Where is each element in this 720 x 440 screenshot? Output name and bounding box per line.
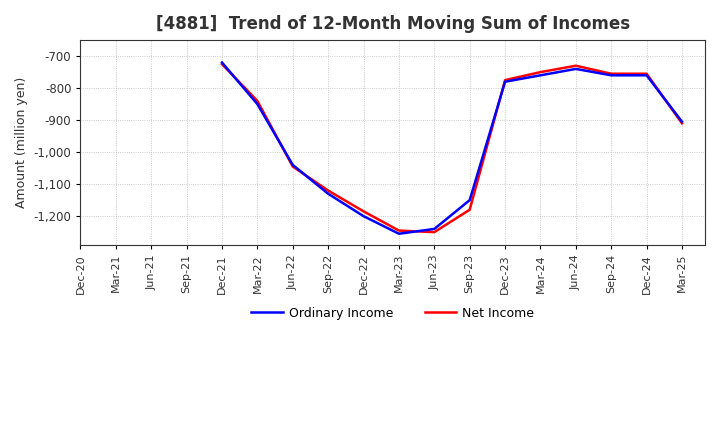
Net Income [678,121,686,126]
Legend: Ordinary Income, Net Income: Ordinary Income, Net Income [246,302,539,325]
Net Income [607,71,616,77]
Ordinary Income [253,102,261,107]
Net Income [500,77,509,83]
Ordinary Income [536,73,545,78]
Ordinary Income [607,73,616,78]
Ordinary Income [465,198,474,203]
Y-axis label: Amount (million yen): Amount (million yen) [15,77,28,208]
Ordinary Income [324,191,333,196]
Net Income [253,98,261,103]
Ordinary Income [642,73,651,78]
Ordinary Income [430,226,438,231]
Title: [4881]  Trend of 12-Month Moving Sum of Incomes: [4881] Trend of 12-Month Moving Sum of I… [156,15,630,33]
Net Income [430,230,438,235]
Ordinary Income [359,213,368,219]
Net Income [289,164,297,169]
Ordinary Income [678,119,686,125]
Net Income [324,188,333,193]
Net Income [536,70,545,75]
Net Income [465,207,474,213]
Ordinary Income [572,66,580,72]
Line: Ordinary Income: Ordinary Income [222,62,682,234]
Ordinary Income [217,60,226,65]
Ordinary Income [395,231,403,236]
Ordinary Income [500,79,509,84]
Net Income [359,209,368,214]
Net Income [217,62,226,67]
Net Income [572,63,580,68]
Line: Net Income: Net Income [222,64,682,232]
Ordinary Income [289,162,297,168]
Net Income [642,71,651,77]
Net Income [395,228,403,233]
